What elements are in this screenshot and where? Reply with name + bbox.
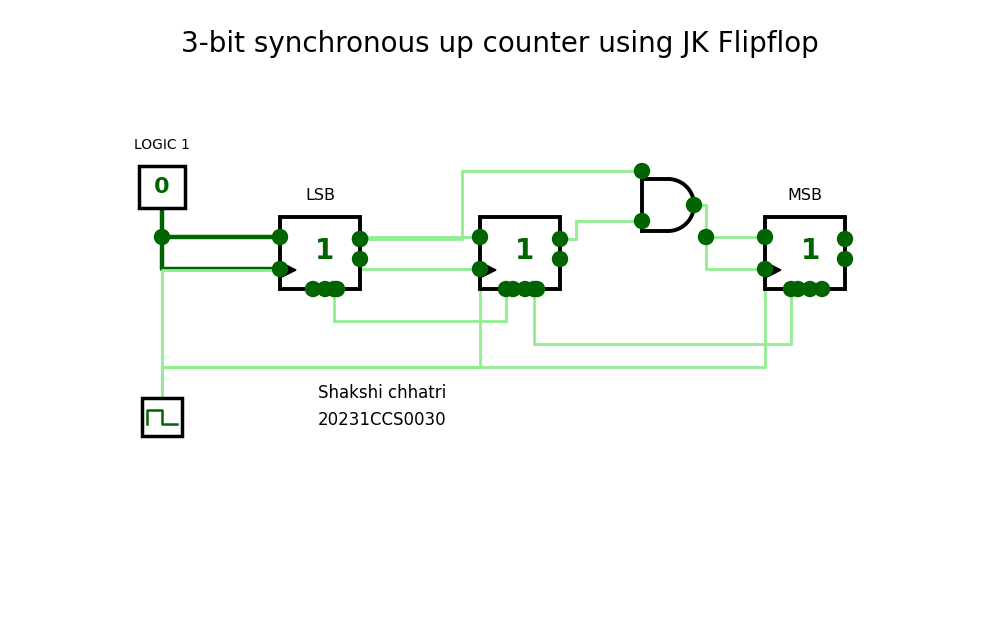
Circle shape: [318, 281, 332, 296]
Text: Shakshi chhatri: Shakshi chhatri: [318, 384, 446, 402]
Circle shape: [473, 261, 488, 276]
Bar: [765, 217, 845, 289]
Circle shape: [306, 281, 320, 296]
Circle shape: [352, 251, 368, 266]
Bar: [139, 166, 185, 208]
Circle shape: [330, 281, 344, 296]
Text: MSB: MSB: [788, 188, 823, 203]
Text: 20231CCS0030: 20231CCS0030: [318, 411, 447, 429]
Circle shape: [272, 261, 288, 276]
Circle shape: [552, 251, 568, 266]
Circle shape: [758, 229, 772, 244]
Circle shape: [790, 281, 806, 296]
Text: 0: 0: [154, 177, 170, 197]
Circle shape: [473, 229, 488, 244]
Text: LOGIC 1: LOGIC 1: [134, 138, 190, 152]
Circle shape: [838, 231, 853, 246]
Bar: [142, 398, 182, 436]
Polygon shape: [280, 262, 296, 278]
Circle shape: [815, 281, 830, 296]
Circle shape: [635, 214, 650, 229]
Polygon shape: [480, 262, 496, 278]
Bar: [480, 217, 560, 289]
Circle shape: [272, 229, 288, 244]
Polygon shape: [765, 262, 781, 278]
Circle shape: [552, 231, 568, 246]
Circle shape: [352, 231, 368, 246]
Circle shape: [803, 281, 818, 296]
Text: LSB: LSB: [305, 188, 335, 203]
Circle shape: [635, 164, 650, 179]
Circle shape: [686, 198, 702, 212]
Circle shape: [518, 281, 532, 296]
Circle shape: [327, 281, 342, 296]
Bar: [280, 217, 360, 289]
Circle shape: [499, 281, 514, 296]
Circle shape: [758, 261, 772, 276]
Circle shape: [506, 281, 520, 296]
Text: 1: 1: [800, 237, 820, 265]
Circle shape: [526, 281, 542, 296]
Text: 1: 1: [315, 237, 335, 265]
Polygon shape: [642, 179, 694, 231]
Circle shape: [698, 229, 714, 244]
Circle shape: [352, 231, 368, 246]
Circle shape: [838, 251, 853, 266]
Text: 3-bit synchronous up counter using JK Flipflop: 3-bit synchronous up counter using JK Fl…: [181, 30, 819, 58]
Circle shape: [154, 229, 170, 244]
Circle shape: [530, 281, 544, 296]
Circle shape: [784, 281, 799, 296]
Text: 1: 1: [515, 237, 535, 265]
